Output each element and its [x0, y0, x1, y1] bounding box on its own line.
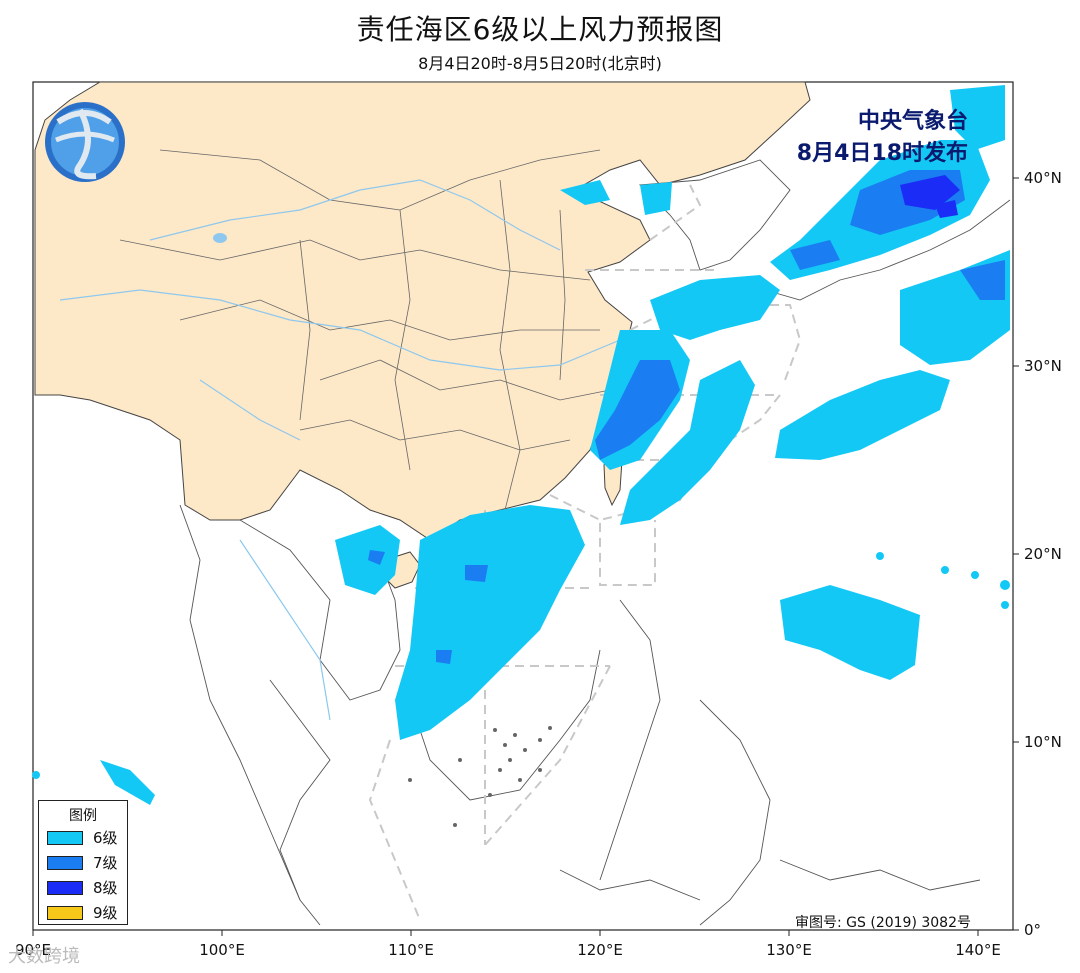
- map-subtitle: 8月4日20时-8月5日20时(北京时): [418, 54, 662, 73]
- x-tick-label: 100°E: [199, 941, 245, 959]
- cma-logo: [45, 102, 125, 182]
- wind-area-level-8: [900, 175, 960, 218]
- legend-swatch: [47, 830, 83, 845]
- axis-ticks: [32, 177, 1019, 936]
- legend-swatch: [47, 880, 83, 895]
- legend: 图例 6级 7级 8级 9级: [38, 800, 128, 925]
- legend-label: 7级: [93, 854, 118, 872]
- agency-name: 中央气象台: [857, 109, 968, 134]
- legend-label: 9级: [93, 904, 118, 922]
- legend-item: 9级: [39, 900, 127, 925]
- neighbor-country-outlines: [179, 159, 1011, 926]
- x-tick-label: 120°E: [577, 941, 623, 959]
- legend-item: 6级: [39, 825, 127, 850]
- x-tick-label: 130°E: [766, 941, 812, 959]
- issue-time: 8月4日18时发布: [796, 141, 968, 166]
- y-tick-label: 10°N: [1024, 733, 1062, 751]
- legend-title: 图例: [69, 808, 97, 824]
- legend-label: 8级: [93, 879, 118, 897]
- x-tick-label: 140°E: [955, 941, 1001, 959]
- legend-item: 7级: [39, 850, 127, 875]
- y-tick-label: 40°N: [1024, 169, 1062, 187]
- province-boundaries: [119, 149, 611, 511]
- issuing-agency: 中央气象台 8月4日18时发布: [797, 106, 968, 170]
- x-tick-label: 90°E: [15, 941, 51, 959]
- legend-swatch: [47, 905, 83, 920]
- y-tick-label: 30°N: [1024, 357, 1062, 375]
- legend-swatch: [47, 855, 83, 870]
- china-landmass: [34, 81, 811, 541]
- qinghai-lake: [213, 233, 227, 243]
- y-tick-label: 20°N: [1024, 545, 1062, 563]
- rivers: [59, 179, 621, 721]
- x-tick-label: 110°E: [388, 941, 434, 959]
- map-approval-number: 审图号: GS (2019) 3082号: [795, 915, 971, 931]
- south-china-sea-islands: [408, 726, 552, 827]
- y-tick-label: 0°: [1024, 921, 1041, 939]
- watermark: 大数跨境: [8, 946, 80, 967]
- legend-label: 6级: [93, 829, 118, 847]
- legend-item: 8级: [39, 875, 127, 900]
- map-title: 责任海区6级以上风力预报图: [356, 13, 724, 46]
